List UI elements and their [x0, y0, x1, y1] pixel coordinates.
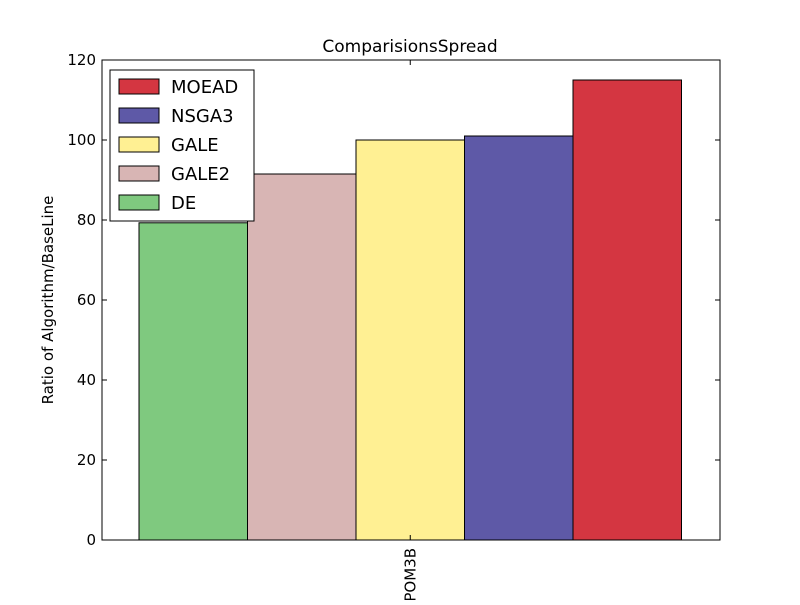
legend-swatch-nsga3 — [118, 107, 160, 124]
legend-label-nsga3: NSGA3 — [171, 106, 234, 127]
bars-layer — [138, 79, 682, 541]
y-tick-label: 120 — [67, 51, 96, 69]
legend-swatch-gale2 — [118, 165, 160, 182]
y-tick-label: 80 — [77, 211, 96, 229]
bar-moead — [572, 79, 682, 541]
legend-swatch-de — [118, 194, 160, 211]
y-axis-label: Ratio of Algorithm/BaseLine — [39, 196, 57, 405]
y-tick-label: 20 — [77, 451, 96, 469]
ticks-layer: 0 20 40 60 80 100 120 POM3B — [67, 51, 720, 602]
legend-label-gale: GALE — [171, 135, 219, 156]
bar-gale2 — [247, 173, 357, 541]
legend-label-gale2: GALE2 — [171, 164, 230, 185]
y-tick-label: 40 — [77, 371, 96, 389]
bar-de — [138, 222, 248, 541]
chart-title: ComparisionsSpread — [322, 37, 497, 57]
legend-swatch-moead — [118, 78, 160, 95]
y-tick-label: 60 — [77, 291, 96, 309]
bar-nsga3 — [464, 135, 574, 541]
y-tick-label: 0 — [86, 531, 96, 549]
bar-gale — [355, 139, 465, 541]
legend-label-de: DE — [171, 193, 196, 214]
legend: MOEAD NSGA3 GALE GALE2 DE — [109, 69, 255, 222]
legend-swatch-gale — [118, 136, 160, 153]
x-tick-label: POM3B — [401, 548, 419, 600]
legend-label-moead: MOEAD — [171, 77, 238, 98]
y-tick-label: 100 — [67, 131, 96, 149]
